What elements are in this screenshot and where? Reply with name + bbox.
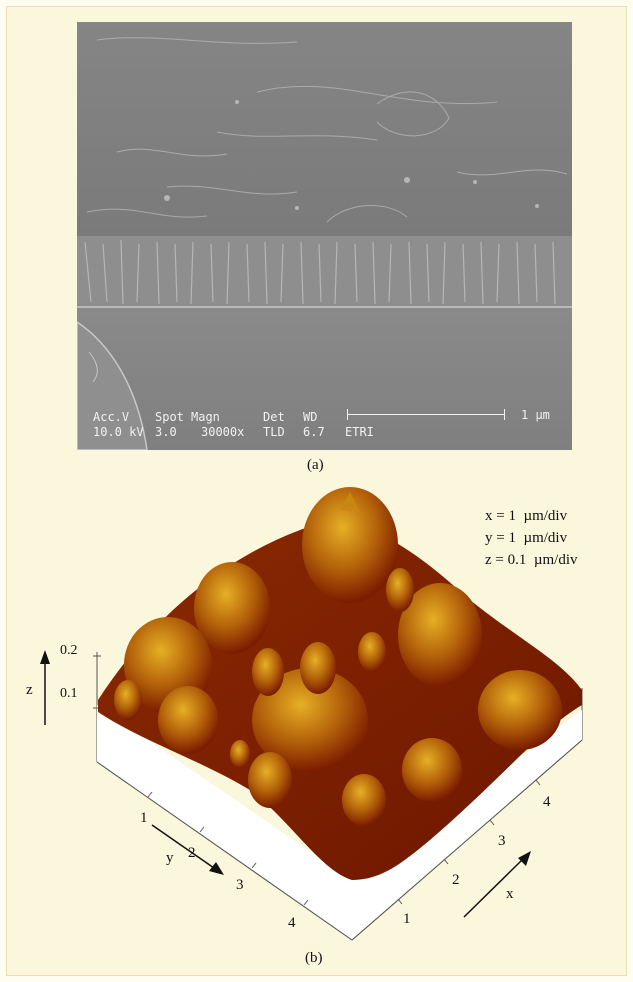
sem-film-layer [77, 236, 572, 308]
sem-val-spot: 3.0 [155, 425, 177, 439]
z-axis-label: z [26, 682, 33, 698]
sem-val-magn: 30000x [201, 425, 245, 439]
sem-col-wd: WD [303, 410, 318, 424]
z-tick-0.2: 0.2 [60, 643, 78, 658]
legend-y-scale: y = 1 µm/div [485, 530, 568, 546]
sem-info-bar: Acc.V Spot Magn Det WD 10.0 kV 3.0 30000… [77, 402, 572, 450]
sem-col-accv: Acc.V [93, 410, 130, 424]
x-tick-1: 1 [403, 911, 411, 927]
sem-texture [77, 22, 572, 450]
sem-col-spot: Spot [155, 410, 184, 424]
legend-x-scale: x = 1 µm/div [485, 508, 568, 524]
sem-scale-label: 1 µm [521, 408, 550, 422]
sem-val-det: TLD [263, 425, 285, 439]
caption-b: (b) [305, 950, 323, 966]
z-tick-0.1: 0.1 [60, 686, 78, 701]
sem-val-accv: 10.0 kV [93, 425, 144, 439]
y-axis-label: y [166, 850, 174, 866]
y-tick-3: 3 [236, 877, 244, 893]
sem-scale-bar [347, 414, 505, 415]
sem-micrograph: Acc.V Spot Magn Det WD 10.0 kV 3.0 30000… [77, 22, 572, 450]
x-tick-3: 3 [498, 833, 506, 849]
x-tick-2: 2 [452, 872, 460, 888]
sem-col-det: Det [263, 410, 285, 424]
y-arrow [151, 824, 215, 869]
sem-substrate [77, 306, 572, 450]
x-axis-label: x [506, 886, 514, 902]
y-tick-1: 1 [140, 810, 148, 826]
legend-z-scale: z = 0.1 µm/div [485, 552, 578, 568]
x-arrow [463, 859, 523, 918]
sem-top-region [77, 22, 572, 242]
afm-peaks [114, 487, 562, 826]
sem-lab-name: ETRI [345, 425, 374, 439]
caption-a: (a) [307, 457, 324, 473]
y-tick-2: 2 [188, 845, 196, 861]
y-tick-4: 4 [288, 915, 296, 931]
sem-val-wd: 6.7 [303, 425, 325, 439]
x-tick-4: 4 [543, 794, 551, 810]
sem-col-magn: Magn [191, 410, 220, 424]
